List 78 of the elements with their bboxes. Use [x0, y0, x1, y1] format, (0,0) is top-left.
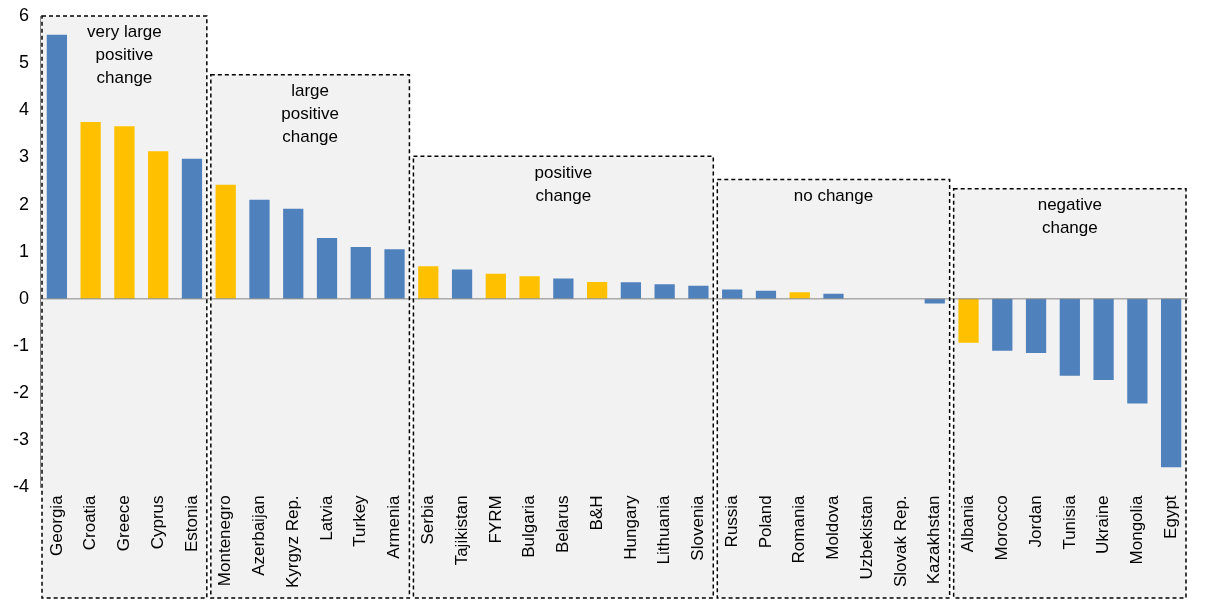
x-tick-label: Morocco	[991, 495, 1011, 561]
bar	[80, 122, 101, 299]
x-tick-label: Egypt	[1160, 495, 1180, 539]
x-tick-label: Poland	[755, 495, 775, 549]
x-tick-label: Hungary	[620, 494, 640, 560]
x-tick-label: Slovak Rep.	[890, 495, 910, 588]
x-tick-label: Montenegro	[215, 495, 235, 587]
bar	[992, 298, 1013, 351]
x-tick-label: Serbia	[417, 494, 437, 545]
x-tick-label: Azerbaijan	[249, 495, 269, 576]
band-label: no change	[793, 185, 874, 205]
x-tick-label: Croatia	[80, 494, 100, 551]
y-tick-label: 6	[18, 4, 29, 25]
bar	[114, 126, 135, 299]
bar	[688, 285, 709, 299]
x-tick-label: B&H	[586, 495, 606, 531]
bar	[519, 276, 540, 299]
x-tick-label: FYRM	[485, 495, 505, 544]
y-tick-label: 2	[18, 193, 29, 214]
bar	[924, 298, 945, 304]
x-tick-label: Latvia	[316, 494, 336, 541]
y-tick-label: 3	[18, 146, 29, 167]
x-tick-label: Estonia	[181, 494, 201, 553]
y-tick-label: -1	[12, 334, 29, 355]
x-tick-label: Ukraine	[1093, 495, 1113, 555]
x-tick-label: Georgia	[46, 494, 66, 556]
x-tick-label: Albania	[958, 494, 978, 553]
band-label: large positive change	[281, 80, 339, 146]
bar	[418, 266, 439, 299]
x-tick-label: Jordan	[1025, 495, 1045, 548]
bar	[620, 282, 642, 299]
bar	[1025, 298, 1047, 354]
y-tick-label: -2	[12, 382, 29, 403]
bar	[958, 298, 979, 343]
bar	[249, 199, 270, 299]
x-tick-label: Uzbekistan	[856, 495, 876, 580]
bar	[46, 34, 68, 299]
bar	[586, 281, 608, 299]
y-tick-label: -4	[12, 476, 29, 497]
band-label: negative change	[1037, 195, 1102, 238]
band-label: positive change	[534, 162, 593, 205]
x-tick-label: Moldova	[823, 494, 843, 560]
x-tick-label: Belarus	[553, 495, 573, 554]
band-label: very large positive change	[87, 22, 162, 88]
x-tick-label: Romania	[789, 494, 809, 564]
x-tick-label: Bulgaria	[519, 494, 539, 558]
x-tick-label: Armenia	[384, 494, 404, 559]
x-tick-label: Mongolia	[1127, 494, 1147, 565]
bar	[1160, 298, 1182, 468]
y-tick-label: -3	[12, 429, 29, 450]
bar	[148, 151, 169, 299]
x-tick-label: Cyprus	[147, 495, 167, 550]
bar	[485, 273, 506, 299]
bar	[215, 184, 236, 299]
x-tick-label: Kyrgyz Rep.	[282, 495, 302, 589]
bar	[553, 278, 574, 299]
x-tick-label: Lithuania	[654, 494, 674, 565]
y-tick-label: 0	[18, 287, 29, 308]
x-tick-label: Tunisia	[1059, 494, 1079, 550]
x-tick-label: Turkey	[350, 494, 370, 547]
bar	[316, 238, 338, 299]
y-tick-label: 5	[18, 52, 29, 73]
bar	[350, 246, 371, 299]
bar	[283, 208, 304, 299]
bar	[1127, 298, 1148, 404]
y-tick-label: 1	[18, 240, 29, 261]
bar	[181, 158, 203, 299]
bar	[654, 284, 675, 299]
bar	[1059, 298, 1080, 376]
x-tick-label: Slovenia	[688, 494, 708, 561]
y-tick-label: 4	[18, 99, 29, 120]
bar	[384, 249, 405, 299]
x-tick-label: Kazakhstan	[924, 495, 944, 585]
bar	[451, 269, 473, 299]
x-tick-label: Russia	[721, 494, 741, 548]
bar	[1093, 298, 1114, 380]
x-tick-label: Tajikistan	[451, 495, 471, 566]
x-tick-label: Greece	[114, 495, 134, 552]
